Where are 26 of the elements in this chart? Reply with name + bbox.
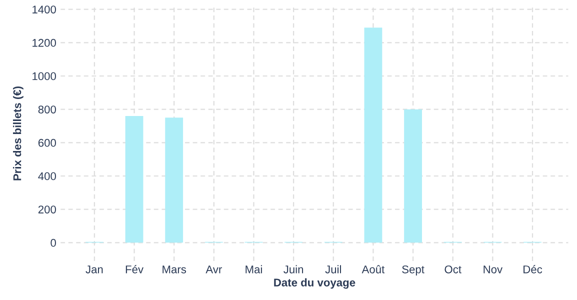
x-tick-label: Mars <box>162 266 186 274</box>
x-tick-label: Mai <box>246 265 262 274</box>
y-tick-label: 800 <box>38 106 56 114</box>
bar <box>165 118 184 243</box>
y-tick-label: 1000 <box>32 72 56 80</box>
bar <box>404 109 422 243</box>
y-tick-label: 1400 <box>32 6 56 14</box>
y-tick-label: 600 <box>38 138 56 147</box>
x-tick-label: Août <box>362 265 385 274</box>
x-tick-label: Jan <box>86 266 103 274</box>
y-tick-label: 0 <box>50 238 56 247</box>
x-tick-label: Juin <box>284 265 304 274</box>
x-axis-title: Date du voyage <box>274 278 356 289</box>
x-tick-label: Fév <box>126 265 144 274</box>
x-tick-label: Nov <box>484 266 503 274</box>
y-tick-label: 1200 <box>32 38 56 47</box>
y-axis-title: Prix des billets (€) <box>13 86 24 180</box>
x-tick-label: Juil <box>325 265 341 274</box>
x-tick-label: Sept <box>402 265 424 276</box>
x-tick-label: Avr <box>206 266 222 274</box>
x-tick-label: Déc <box>524 265 542 274</box>
bar <box>125 116 144 243</box>
y-tick-label: 400 <box>38 172 56 180</box>
bar <box>364 28 382 243</box>
y-tick-label: 200 <box>38 206 56 214</box>
x-tick-label: Oct <box>444 265 462 274</box>
